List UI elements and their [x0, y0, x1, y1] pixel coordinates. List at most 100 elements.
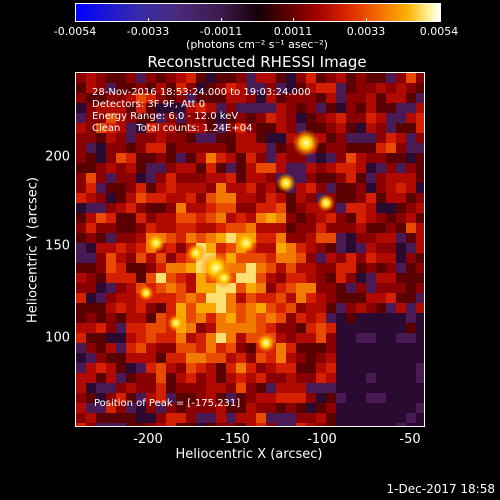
image-pixel	[376, 253, 386, 263]
image-pixel	[106, 203, 116, 213]
image-pixel	[406, 193, 416, 203]
image-pixel	[236, 283, 246, 293]
image-pixel	[86, 353, 96, 363]
image-pixel	[236, 193, 246, 203]
image-pixel	[316, 103, 326, 113]
image-pixel	[116, 143, 126, 153]
image-pixel	[76, 213, 86, 223]
image-pixel	[296, 423, 306, 426]
image-pixel	[376, 143, 386, 153]
image-pixel	[376, 273, 386, 283]
image-pixel	[226, 403, 236, 413]
image-pixel	[296, 213, 306, 223]
image-pixel	[366, 263, 376, 273]
image-pixel	[416, 263, 424, 273]
image-pixel	[296, 383, 306, 393]
image-pixel	[376, 93, 386, 103]
image-pixel	[296, 243, 306, 253]
image-pixel	[196, 213, 206, 223]
image-pixel	[296, 93, 306, 103]
image-pixel	[226, 173, 236, 183]
image-pixel	[136, 383, 146, 393]
image-pixel	[96, 183, 106, 193]
image-pixel	[266, 83, 276, 93]
image-pixel	[326, 233, 336, 243]
image-pixel	[216, 103, 226, 113]
image-pixel	[106, 93, 116, 103]
image-pixel	[286, 273, 296, 283]
image-pixel	[276, 93, 286, 103]
image-pixel	[196, 123, 206, 133]
image-pixel	[126, 243, 136, 253]
image-pixel	[356, 133, 366, 143]
image-pixel	[376, 163, 386, 173]
image-pixel	[136, 163, 146, 173]
image-pixel	[116, 273, 126, 283]
image-pixel	[336, 253, 346, 263]
colorbar	[75, 3, 441, 22]
image-pixel	[156, 413, 166, 423]
image-pixel	[146, 133, 156, 143]
image-pixel	[366, 113, 376, 123]
image-pixel	[306, 413, 316, 423]
image-pixel	[346, 283, 356, 293]
image-pixel	[416, 223, 424, 233]
image-pixel	[246, 93, 256, 103]
image-pixel	[126, 413, 136, 423]
image-pixel	[406, 293, 416, 303]
image-pixel	[276, 273, 286, 283]
image-pixel	[366, 303, 376, 313]
image-pixel	[116, 413, 126, 423]
image-pixel	[246, 373, 256, 383]
image-pixel	[416, 333, 424, 343]
image-pixel	[306, 203, 316, 213]
image-pixel	[156, 83, 166, 93]
image-pixel	[166, 273, 176, 283]
image-pixel	[196, 183, 206, 193]
image-pixel	[106, 353, 116, 363]
image-pixel	[396, 133, 406, 143]
image-pixel	[76, 323, 86, 333]
image-pixel	[336, 333, 346, 343]
image-pixel	[106, 373, 116, 383]
image-pixel	[136, 183, 146, 193]
image-pixel	[416, 113, 424, 123]
image-pixel	[406, 213, 416, 223]
image-pixel	[256, 233, 266, 243]
image-pixel	[356, 323, 366, 333]
image-pixel	[336, 223, 346, 233]
image-pixel	[96, 333, 106, 343]
image-pixel	[206, 403, 216, 413]
image-pixel	[346, 123, 356, 133]
image-pixel	[86, 123, 96, 133]
image-pixel	[356, 253, 366, 263]
image-pixel	[106, 383, 116, 393]
image-pixel	[326, 333, 336, 343]
image-pixel	[416, 233, 424, 243]
image-pixel	[146, 253, 156, 263]
image-pixel	[336, 243, 346, 253]
image-pixel	[126, 153, 136, 163]
bright-source	[146, 233, 166, 253]
image-pixel	[86, 303, 96, 313]
image-pixel	[286, 113, 296, 123]
image-pixel	[326, 353, 336, 363]
image-pixel	[316, 323, 326, 333]
y-axis-label: Heliocentric Y (arcsec)	[25, 177, 41, 323]
image-pixel	[356, 263, 366, 273]
image-pixel	[276, 353, 286, 363]
image-pixel	[316, 93, 326, 103]
image-pixel	[156, 383, 166, 393]
image-pixel	[76, 283, 86, 293]
image-pixel	[266, 293, 276, 303]
image-pixel	[406, 393, 416, 403]
image-pixel	[146, 203, 156, 213]
image-pixel	[246, 113, 256, 123]
image-pixel	[316, 393, 326, 403]
image-pixel	[306, 73, 316, 83]
image-pixel	[256, 403, 266, 413]
image-pixel	[126, 393, 136, 403]
image-pixel	[336, 423, 346, 426]
image-pixel	[206, 323, 216, 333]
image-pixel	[126, 213, 136, 223]
